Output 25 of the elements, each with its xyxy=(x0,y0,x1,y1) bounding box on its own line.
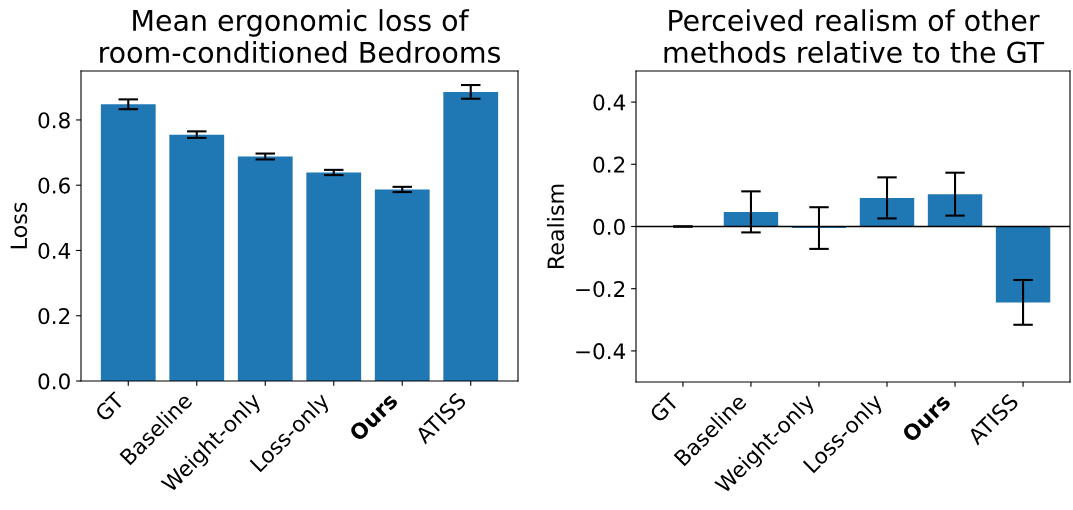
bar xyxy=(237,156,293,381)
bar xyxy=(169,134,225,381)
bar xyxy=(995,226,1051,303)
y-tick-label: 0.2 xyxy=(593,156,625,173)
bar xyxy=(859,197,915,227)
bar xyxy=(443,91,499,381)
bar xyxy=(100,104,156,381)
y-tick-label: −0.4 xyxy=(576,343,626,360)
x-tick-label: GT xyxy=(94,390,126,423)
y-axis-title: Loss xyxy=(10,202,28,249)
y-tick-label: 0.4 xyxy=(593,94,626,111)
bar xyxy=(927,194,983,227)
chart-title: Perceived realism of other methods relative to the GT xyxy=(664,9,1045,64)
y-tick-label: 0.8 xyxy=(38,112,70,129)
y-tick-label: 0.6 xyxy=(38,177,70,194)
bar xyxy=(306,172,362,381)
y-axis-title: Realism xyxy=(546,184,565,268)
chart-title: Mean ergonomic loss of room-conditioned Bedrooms xyxy=(100,9,500,64)
x-tick-label: GT xyxy=(648,391,681,424)
y-tick-label: 0.0 xyxy=(593,218,625,235)
y-tick-label: 0.4 xyxy=(38,242,71,259)
y-tick-label: 0.2 xyxy=(38,307,70,325)
y-tick-label: −0.2 xyxy=(576,280,625,298)
y-tick-label: 0.0 xyxy=(38,373,70,390)
bar xyxy=(374,189,430,381)
